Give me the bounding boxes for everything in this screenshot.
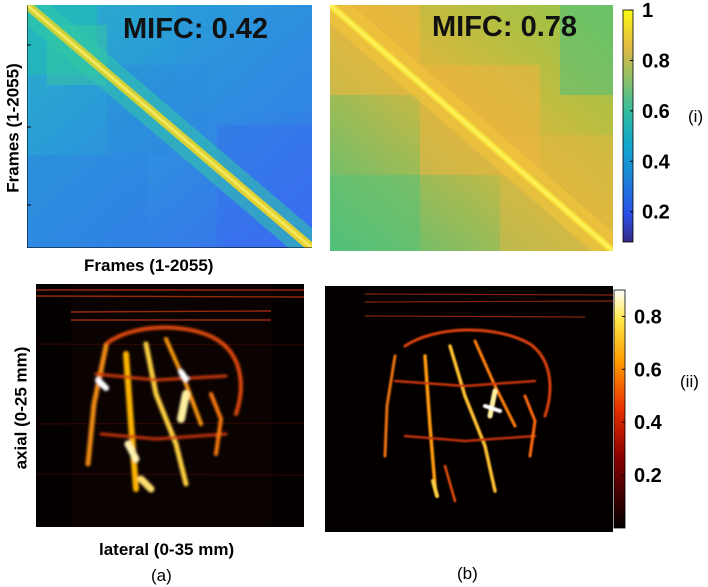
panel-label-a: (a) xyxy=(151,566,172,585)
colorbar-top-tick-label: 0.4 xyxy=(642,151,671,173)
colorbar-top-tick-label: 1 xyxy=(642,0,653,22)
mifc-value-b: MIFC: 0.78 xyxy=(432,11,578,43)
colorbar-label-ii: (ii) xyxy=(680,372,699,391)
panel-label-b: (b) xyxy=(457,564,478,583)
y-axis-title-top: Frames (1-2055) xyxy=(3,63,23,193)
colorbar-top-tick-label: 0.6 xyxy=(642,101,670,123)
colorbar-bottom-tick-label: 0.6 xyxy=(634,359,662,381)
mifc-value-a: MIFC: 0.42 xyxy=(123,13,269,45)
colorbar-bottom-tick-label: 0.4 xyxy=(634,412,663,434)
vascular-map-b xyxy=(325,286,613,532)
colorbar-bottom-tick-label: 0.8 xyxy=(634,306,662,328)
correlation-matrix-b xyxy=(330,5,613,251)
colorbar-label-i: (i) xyxy=(688,107,704,126)
x-axis-title-top: Frames (1-2055) xyxy=(84,256,214,275)
vascular-map-a xyxy=(36,284,304,527)
x-axis-title-bottom: lateral (0-35 mm) xyxy=(99,540,235,559)
colorbar-top-tick-label: 0.2 xyxy=(642,202,670,224)
colorbar-bottom-tick-label: 0.2 xyxy=(634,465,662,487)
colorbar-bottom: 0.8 0.6 0.4 0.2 xyxy=(613,289,663,529)
y-axis-title-bottom: axial (0-25 mm) xyxy=(11,346,31,470)
colorbar-top-tick-label: 0.8 xyxy=(642,50,670,72)
correlation-matrix-a xyxy=(27,5,312,248)
colorbar-top: 1 0.8 0.6 0.4 0.2 xyxy=(622,0,671,243)
